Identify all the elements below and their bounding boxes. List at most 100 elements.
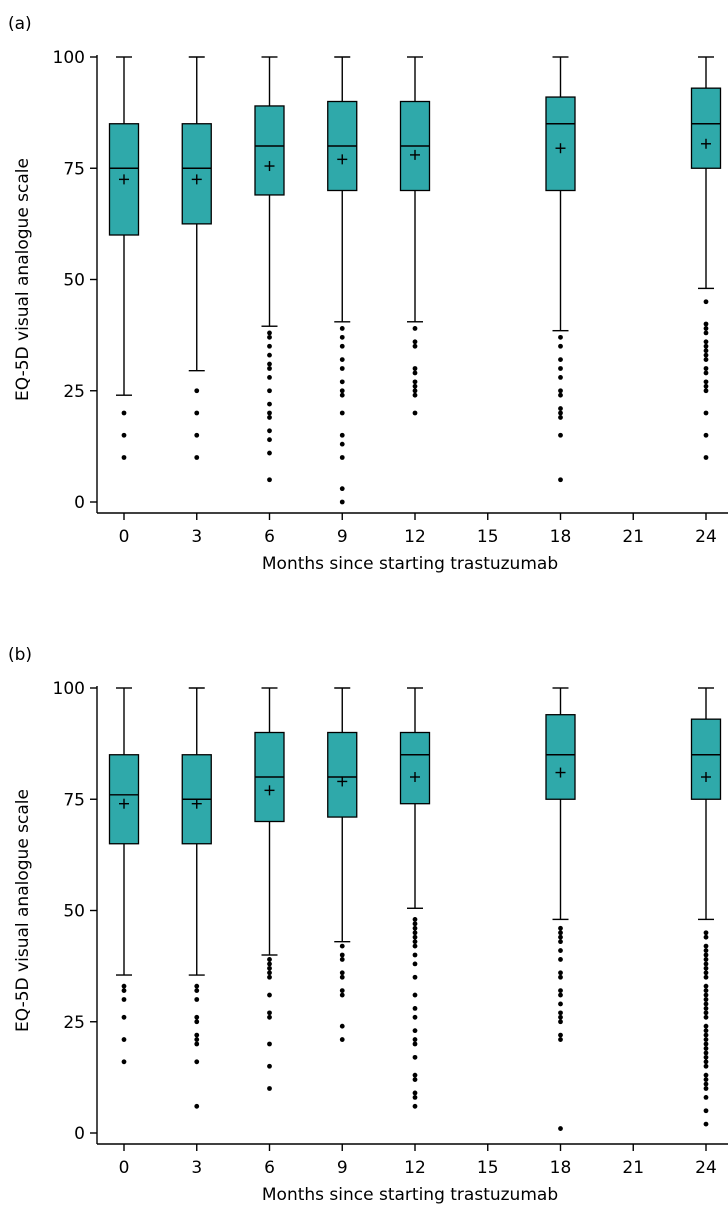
outlier-point — [194, 1014, 200, 1020]
outlier-point — [412, 410, 418, 416]
outlier-point — [558, 366, 563, 371]
outlier-point — [339, 334, 345, 340]
outlier-point — [703, 321, 709, 327]
x-tick-label: 9 — [337, 1158, 348, 1178]
outlier-point — [267, 961, 272, 967]
outlier-point — [412, 925, 418, 931]
outlier-point — [703, 988, 709, 993]
x-tick-label: 6 — [264, 527, 275, 547]
outlier-point — [703, 970, 709, 976]
x-tick-label: 3 — [191, 527, 202, 547]
outlier-point — [558, 1037, 563, 1042]
outlier-point — [558, 343, 563, 349]
outlier-point — [558, 375, 563, 380]
box-month-9 — [327, 56, 358, 505]
outlier-point — [703, 410, 709, 416]
outlier-point — [339, 974, 345, 980]
outlier-point — [558, 388, 563, 394]
outlier-point — [703, 934, 709, 940]
iqr-box — [690, 718, 722, 800]
box-month-24 — [690, 687, 722, 1127]
outlier-point — [267, 388, 272, 394]
box-month-0 — [108, 56, 140, 460]
outlier-point — [703, 957, 709, 962]
outlier-point — [703, 1050, 709, 1056]
y-tick-label: 75 — [63, 159, 85, 179]
outlier-point — [267, 1086, 272, 1091]
outlier-point — [703, 1001, 709, 1007]
outlier-point — [558, 948, 563, 953]
outlier-point — [412, 388, 418, 394]
outlier-point — [267, 410, 272, 416]
x-tick-label: 15 — [477, 1158, 499, 1178]
outlier-point — [558, 957, 563, 962]
outlier-point — [121, 410, 127, 416]
iqr-box — [399, 731, 431, 805]
outlier-point — [703, 343, 709, 349]
outlier-point — [703, 455, 709, 460]
outlier-point — [703, 326, 709, 331]
outlier-point — [558, 1014, 563, 1020]
outlier-point — [703, 992, 709, 998]
outlier-point — [267, 1014, 272, 1020]
box-month-6 — [254, 687, 285, 1091]
outlier-point — [412, 370, 418, 376]
outlier-point — [703, 330, 709, 336]
outlier-point — [412, 1095, 418, 1100]
y-tick-label: 25 — [63, 1013, 85, 1033]
outlier-point — [558, 357, 563, 362]
iqr-box — [545, 714, 576, 800]
outlier-point — [267, 343, 272, 349]
outlier-point — [558, 432, 563, 438]
outlier-point — [267, 428, 272, 434]
outlier-point — [412, 930, 418, 936]
outlier-point — [412, 952, 418, 958]
outlier-point — [558, 925, 563, 931]
y-tick-label: 0 — [74, 1124, 85, 1144]
outlier-point — [194, 1019, 200, 1025]
outlier-point — [703, 1054, 709, 1060]
outlier-point — [267, 361, 272, 367]
box-month-6 — [254, 56, 285, 483]
outlier-point — [703, 352, 709, 358]
outlier-point — [412, 1041, 418, 1047]
y-tick-label: 25 — [63, 382, 85, 402]
outlier-point — [339, 499, 345, 505]
outlier-point — [703, 299, 709, 305]
outlier-point — [412, 383, 418, 389]
outlier-point — [558, 334, 563, 340]
outlier-point — [194, 988, 200, 993]
outlier-point — [267, 330, 272, 336]
outlier-point — [267, 334, 272, 340]
outlier-point — [558, 992, 563, 998]
outlier-point — [558, 406, 563, 411]
box-month-18 — [545, 56, 576, 483]
outlier-point — [412, 974, 418, 980]
outlier-point — [339, 357, 345, 362]
y-tick-label: 100 — [53, 679, 85, 699]
outlier-point — [194, 432, 200, 438]
outlier-point — [703, 1037, 709, 1042]
outlier-point — [412, 1077, 418, 1082]
iqr-box — [254, 105, 285, 196]
outlier-point — [558, 1126, 563, 1131]
outlier-point — [339, 326, 345, 331]
outlier-point — [703, 383, 709, 389]
outlier-point — [267, 450, 272, 456]
outlier-point — [339, 952, 345, 958]
outlier-point — [412, 1014, 418, 1020]
outlier-point — [412, 961, 418, 967]
y-tick-label: 50 — [63, 271, 85, 291]
outlier-point — [121, 988, 127, 993]
outlier-point — [339, 486, 345, 492]
x-tick-label: 0 — [119, 527, 130, 547]
outlier-point — [412, 1054, 418, 1060]
box-month-3 — [181, 687, 212, 1109]
y-tick-label: 50 — [63, 902, 85, 922]
outlier-point — [703, 983, 709, 989]
outlier-point — [703, 952, 709, 958]
outlier-point — [558, 939, 563, 945]
box-month-9 — [327, 687, 358, 1042]
outlier-point — [339, 957, 345, 962]
